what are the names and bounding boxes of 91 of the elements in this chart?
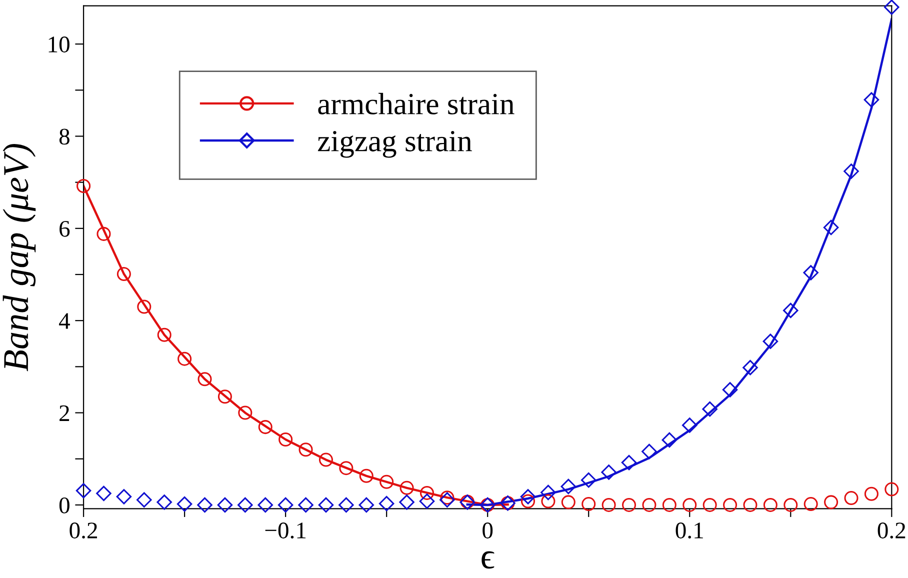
point — [378, 496, 394, 512]
x-axis-title: ϵ — [482, 551, 494, 569]
point — [844, 164, 859, 179]
point — [76, 483, 92, 498]
point — [338, 497, 354, 513]
x-tick-label: 0.2 — [878, 522, 906, 539]
point — [440, 492, 455, 508]
point — [662, 498, 676, 512]
point — [419, 494, 435, 509]
point — [198, 372, 212, 386]
point — [702, 401, 718, 417]
y-tick-label: 8 — [59, 128, 70, 145]
point — [783, 302, 798, 318]
point — [116, 489, 132, 504]
point — [278, 432, 293, 447]
point — [520, 494, 536, 508]
legend-label: armchaire strain — [318, 92, 514, 114]
point — [824, 495, 838, 510]
point — [743, 498, 758, 512]
point — [884, 0, 900, 15]
y-tick-label: 2 — [60, 405, 70, 421]
point — [318, 452, 333, 467]
y-tick-label: 0 — [59, 497, 70, 514]
point — [137, 300, 152, 314]
point — [823, 220, 839, 236]
point — [803, 265, 818, 280]
point — [580, 472, 596, 488]
point — [358, 497, 374, 513]
point — [258, 420, 272, 434]
point — [742, 360, 758, 376]
point — [722, 382, 738, 398]
point — [96, 486, 112, 502]
point — [359, 468, 374, 483]
y-axis-title: Band gap (μeV) — [2, 144, 36, 372]
point — [622, 498, 636, 512]
point — [723, 498, 738, 512]
point — [844, 491, 858, 506]
point — [96, 226, 111, 241]
point — [662, 432, 678, 448]
point — [116, 267, 131, 282]
legend-label: zigzag strain — [318, 130, 472, 158]
point — [298, 442, 313, 457]
x-tick-label: 0.1 — [676, 522, 703, 539]
point — [400, 480, 414, 495]
y-tick-label: 6 — [60, 220, 70, 237]
point — [197, 497, 212, 513]
point — [420, 486, 434, 500]
x-tick-label: 0 — [482, 522, 493, 538]
point — [156, 494, 172, 510]
point — [560, 478, 576, 494]
point — [561, 495, 576, 510]
point — [540, 484, 556, 500]
point — [804, 497, 818, 512]
point — [136, 492, 152, 508]
x-tick-label: −0.1 — [265, 522, 306, 539]
point — [298, 497, 314, 513]
point — [339, 461, 354, 476]
point — [520, 489, 536, 504]
point — [864, 92, 880, 108]
point — [642, 498, 656, 512]
point — [582, 497, 596, 512]
point — [238, 406, 252, 420]
point — [621, 454, 637, 470]
point — [602, 498, 616, 512]
y-tick-label: 10 — [48, 36, 70, 52]
point — [399, 494, 414, 510]
point — [238, 497, 253, 513]
point — [884, 482, 899, 496]
point — [763, 498, 778, 512]
point — [682, 498, 697, 512]
point — [218, 390, 232, 404]
point — [864, 486, 878, 501]
x-tick-label: 0.2 — [70, 522, 97, 539]
point — [440, 490, 454, 505]
point — [784, 498, 798, 512]
point — [541, 494, 556, 508]
point — [278, 497, 294, 513]
y-tick-label: 4 — [58, 313, 70, 329]
point — [217, 497, 233, 513]
point — [702, 498, 717, 512]
point — [601, 464, 616, 480]
point — [76, 178, 91, 194]
point — [178, 352, 192, 366]
point — [642, 444, 657, 460]
point — [176, 496, 192, 512]
point — [258, 497, 273, 513]
point — [318, 497, 334, 513]
point — [682, 418, 698, 433]
point — [380, 474, 394, 489]
point — [157, 328, 172, 342]
point — [762, 334, 778, 349]
